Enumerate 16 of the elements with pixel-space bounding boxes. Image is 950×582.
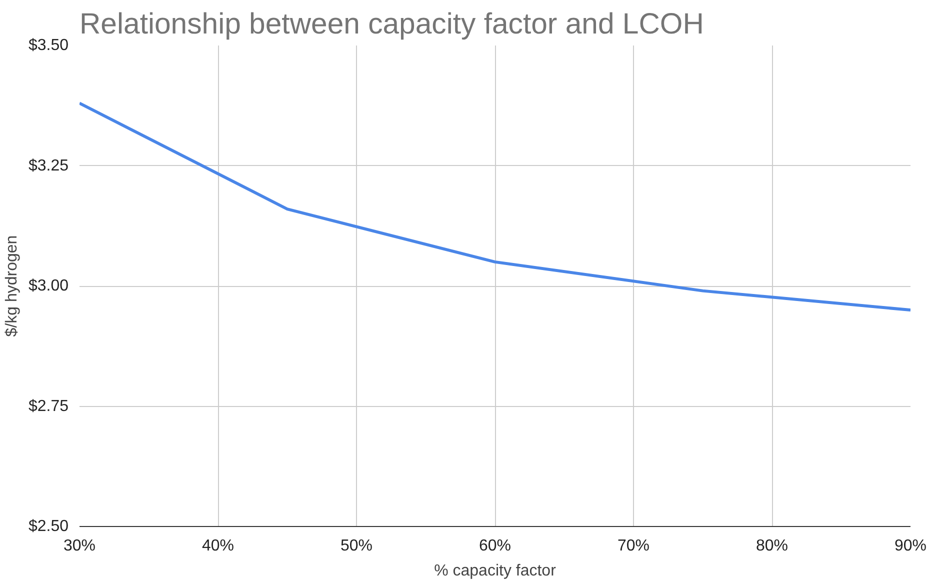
x-tick-label: 80% xyxy=(756,538,788,554)
x-tick-label: 40% xyxy=(202,538,234,554)
x-tick-label: 50% xyxy=(340,538,373,554)
x-tick-label: 70% xyxy=(617,538,650,554)
x-tick-label: 60% xyxy=(478,538,512,554)
line-series xyxy=(80,102,910,312)
chart-title: Relationship between capacity factor and LCOH xyxy=(80,8,704,40)
x-tick-label: 30% xyxy=(63,538,96,554)
y-tick-label: $3.50 xyxy=(28,37,69,54)
y-tick-label: $3.25 xyxy=(28,157,69,174)
y-tick-label: $3.00 xyxy=(28,278,69,294)
y-axis-title: $/kg hydrogen xyxy=(3,235,20,337)
y-tick-label: $2.75 xyxy=(28,398,69,415)
x-tick-label: 90% xyxy=(894,538,927,554)
y-tick-label: $2.50 xyxy=(28,518,69,535)
x-axis-title: % capacity factor xyxy=(434,562,557,580)
